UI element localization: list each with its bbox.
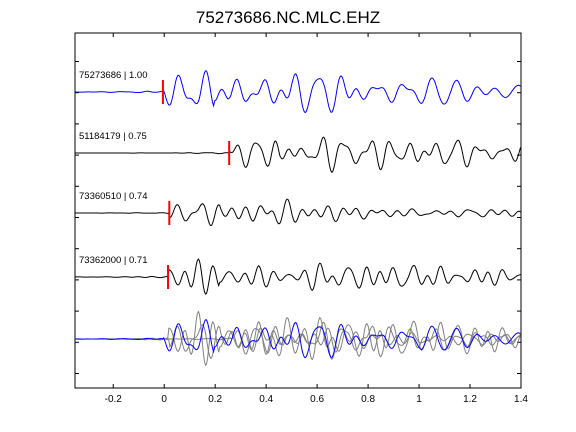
x-tick-label: 0.8 bbox=[361, 394, 375, 405]
trace-label: 75273686 | 1.00 bbox=[79, 70, 148, 81]
y-ticks bbox=[75, 61, 521, 374]
overlay-trace-75273686 bbox=[75, 319, 521, 359]
trace-51184179 bbox=[75, 136, 521, 174]
x-tick-label: 0 bbox=[161, 394, 167, 405]
x-axis: -0.2 0 0.2 0.4 0.6 0.8 1 1.2 1.4 bbox=[105, 33, 528, 405]
traces bbox=[74, 70, 521, 295]
trace-label: 51184179 | 0.75 bbox=[79, 131, 147, 142]
trace-75273686 bbox=[75, 70, 521, 114]
x-tick-label: 0.4 bbox=[259, 394, 273, 405]
overlay-traces bbox=[75, 310, 521, 367]
trace-73362000 bbox=[74, 258, 521, 295]
chart-title: 75273686.NC.MLC.EHZ bbox=[195, 8, 381, 27]
x-tick-label: 1.4 bbox=[514, 394, 528, 405]
trace-labels: 75273686 | 1.00 51184179 | 0.75 73360510 |… bbox=[79, 70, 148, 266]
trace-73360510 bbox=[75, 198, 521, 227]
x-tick-label: 0.6 bbox=[310, 394, 324, 405]
plot-frame bbox=[74, 32, 522, 389]
x-tick-label: 1.2 bbox=[463, 394, 477, 405]
x-tick-label: 1 bbox=[416, 394, 422, 405]
trace-label: 73362000 | 0.71 bbox=[79, 255, 148, 266]
x-tick-label: 0.2 bbox=[208, 394, 222, 405]
x-tick-label: -0.2 bbox=[105, 394, 123, 405]
trace-label: 73360510 | 0.74 bbox=[79, 191, 148, 202]
pick-markers bbox=[161, 80, 231, 289]
